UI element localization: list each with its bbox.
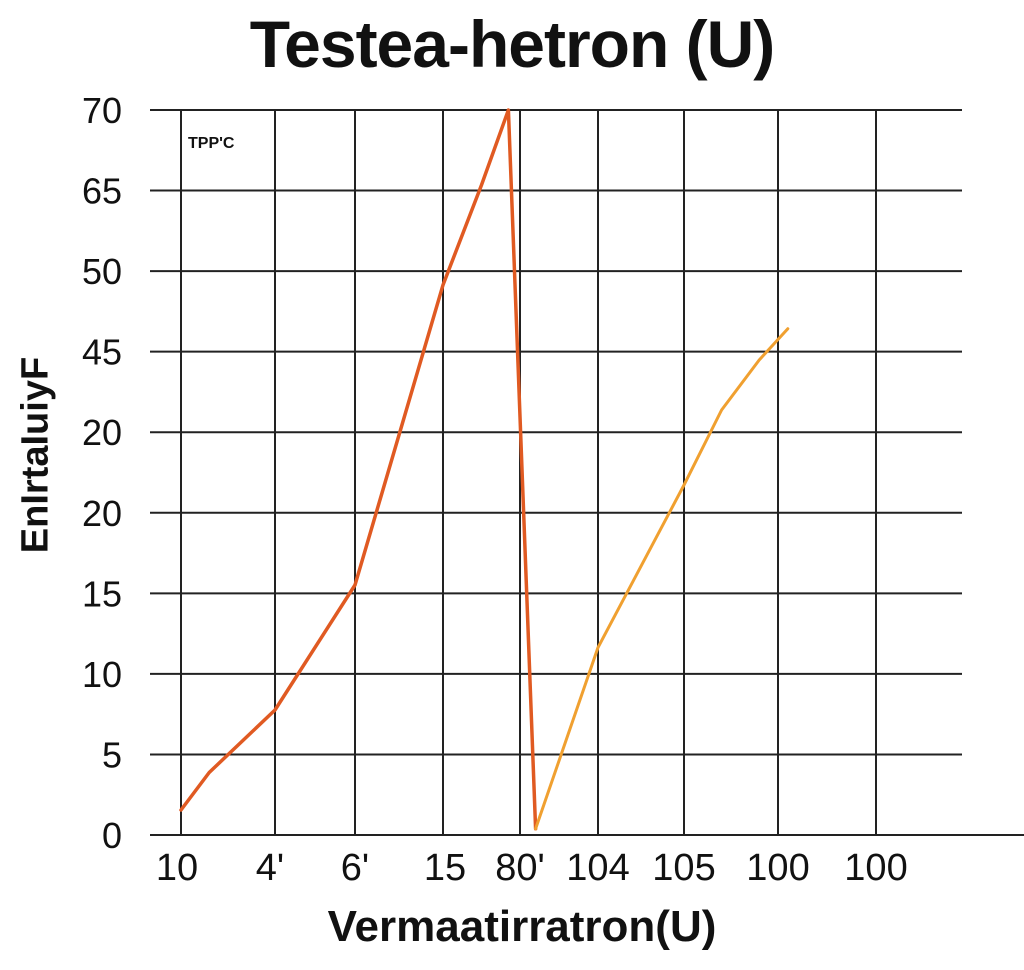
y-tick-label: 20 [82, 412, 122, 453]
x-tick-label: 4' [256, 847, 284, 889]
x-tick-label: 15 [424, 847, 466, 889]
x-tick-label: 10 [156, 847, 198, 889]
series-group [179, 108, 790, 831]
y-tick-label: 70 [82, 90, 122, 131]
x-axis-label: Vermaatirratron(U) [327, 902, 717, 951]
x-tick-label: 104 [566, 847, 629, 889]
series-line [179, 108, 538, 831]
y-tick-label: 0 [102, 815, 122, 856]
y-tick-label: 65 [82, 171, 122, 212]
y-tick-label: 10 [82, 654, 122, 695]
x-tick-label: 100 [844, 847, 907, 889]
y-tick-label: 15 [82, 573, 122, 614]
grid [150, 109, 1024, 836]
x-tick-label: 100 [746, 847, 809, 889]
chart-title: Testea-hetron (U) [249, 7, 775, 81]
x-tick-label: 105 [652, 847, 715, 889]
series-line [534, 327, 790, 831]
x-tick-label: 80' [495, 847, 545, 889]
y-tick-label: 50 [82, 251, 122, 292]
y-tick-label: 5 [102, 734, 122, 775]
tick-labels: 0 5 10 15 20 20 45 50 65 70 10 4' 6' 15 80' 104 105 100 10… [82, 90, 908, 889]
annotation-label: TPP'C [188, 135, 235, 152]
y-tick-label: 45 [82, 332, 122, 373]
y-tick-label: 20 [82, 493, 122, 534]
x-tick-label: 6' [341, 847, 369, 889]
